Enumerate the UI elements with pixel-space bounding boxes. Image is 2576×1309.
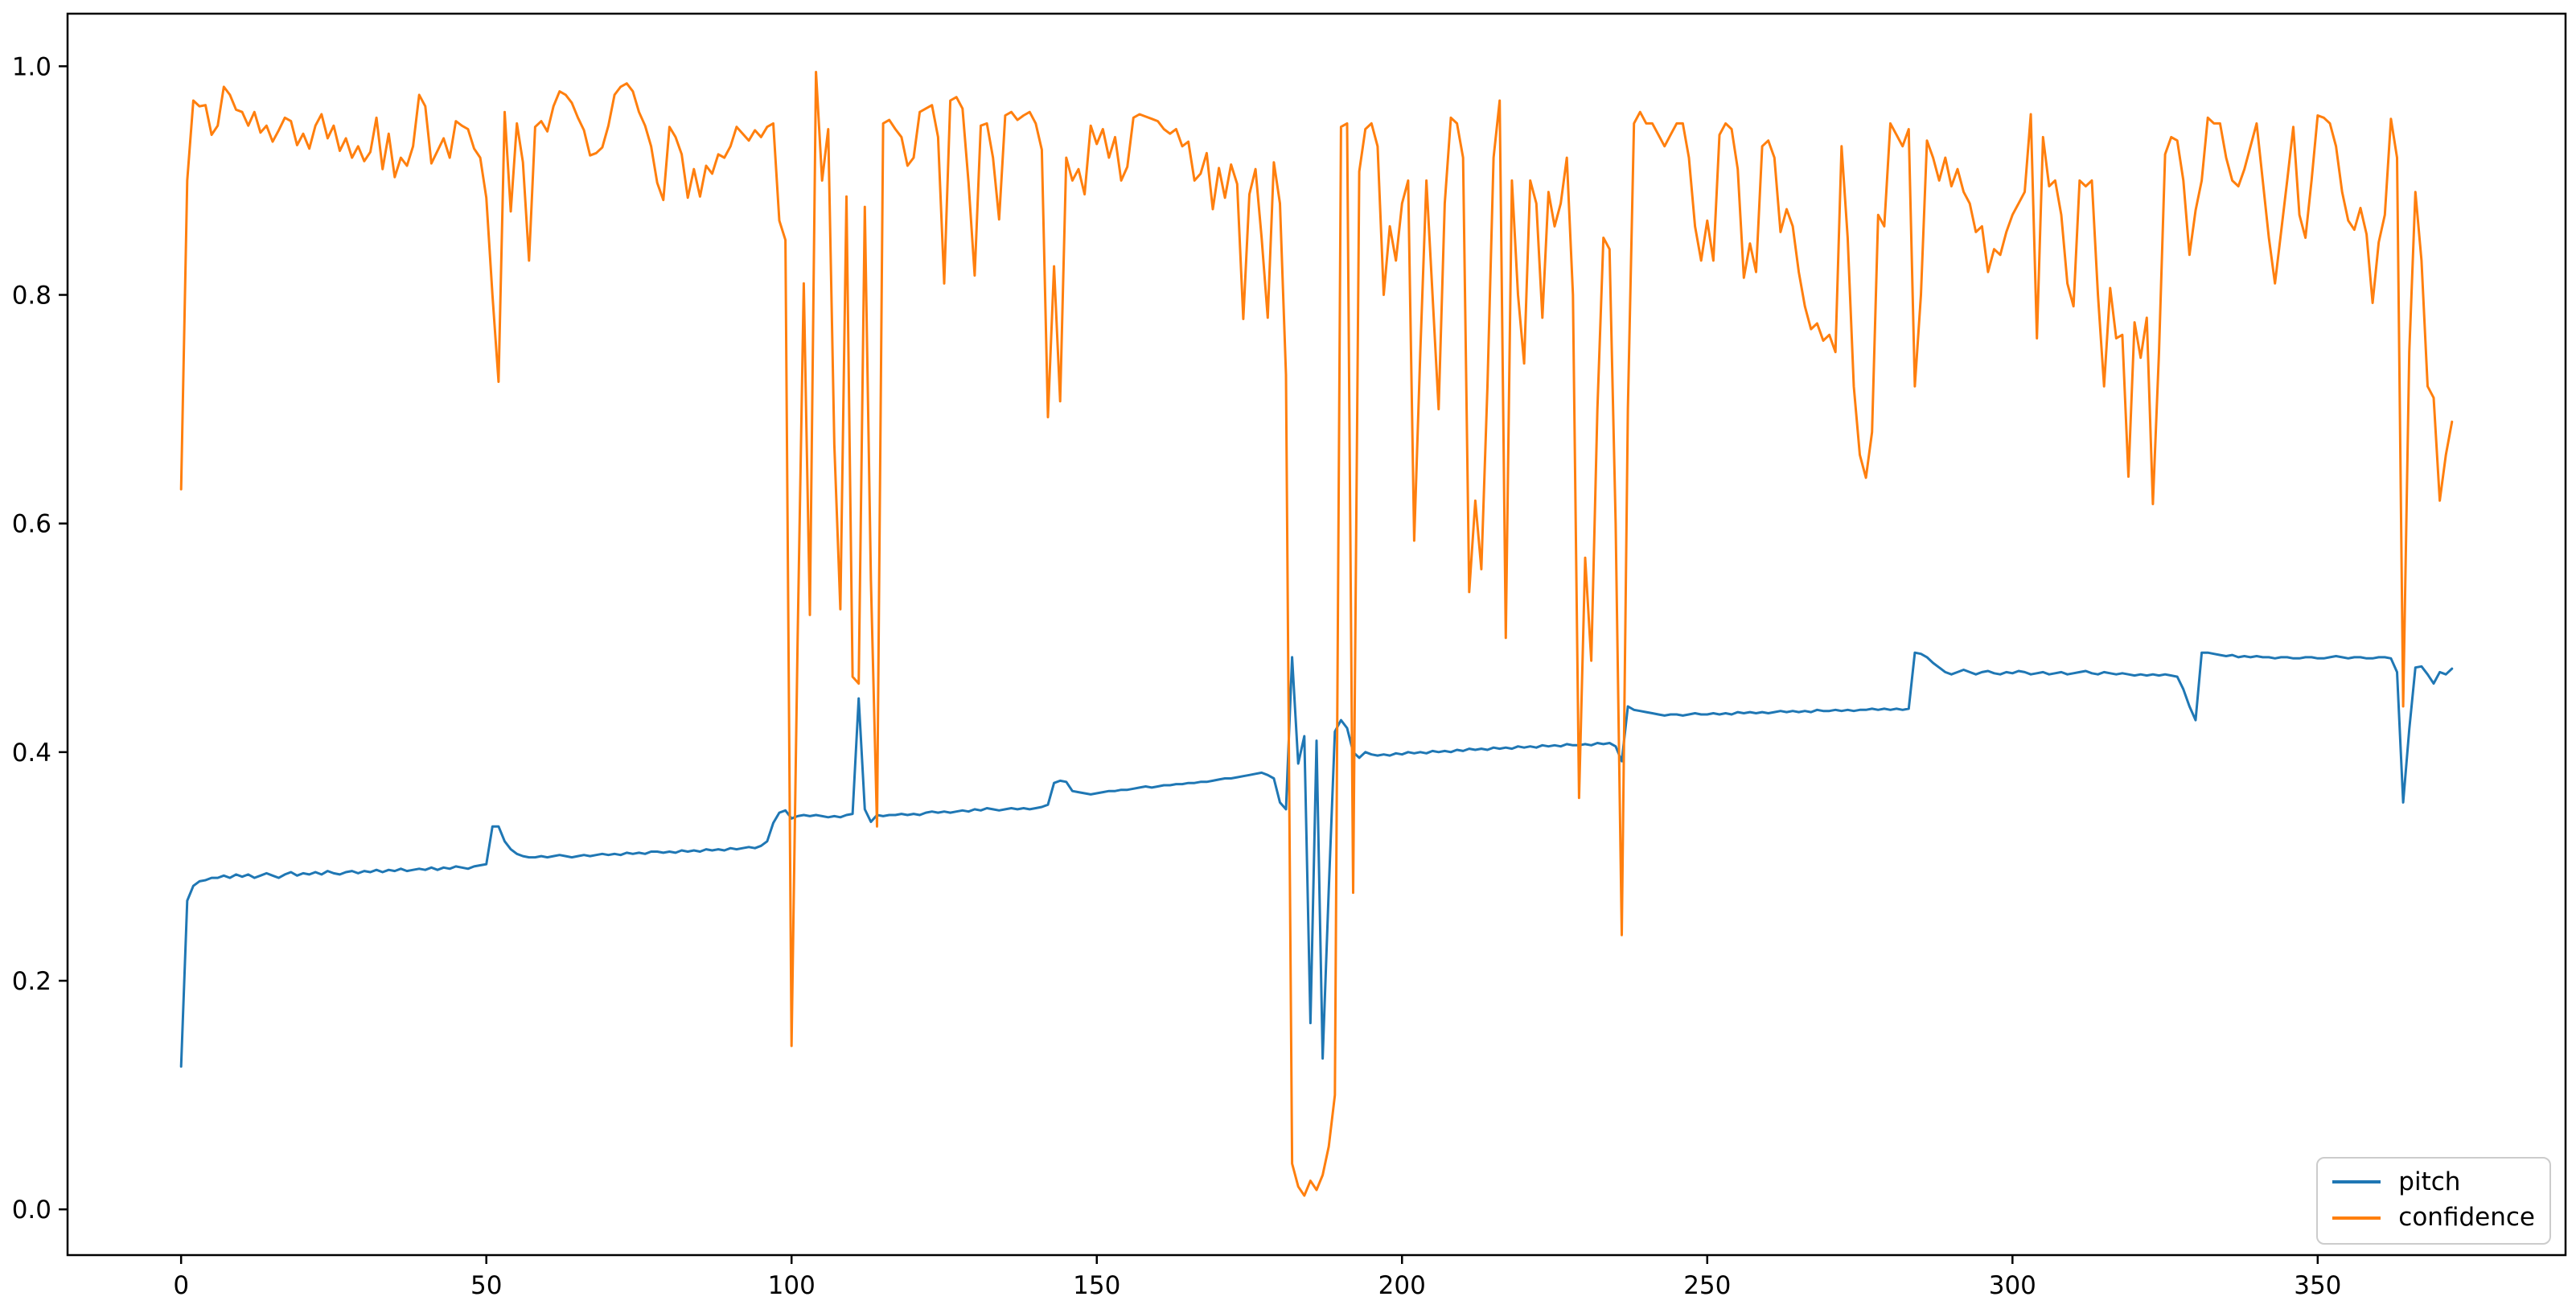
pitch-line-sample-icon — [2332, 1179, 2381, 1183]
x-tick-label: 150 — [1073, 1271, 1120, 1300]
series-pitch-line — [179, 651, 2454, 1068]
y-tick-label: 0.0 — [12, 1196, 51, 1225]
x-tick-label: 200 — [1378, 1271, 1426, 1300]
x-tick-label: 300 — [1989, 1271, 2036, 1300]
legend: pitch confidence — [2316, 1156, 2551, 1245]
series-confidence-line — [179, 71, 2454, 1197]
y-tick-label: 0.4 — [12, 739, 51, 768]
y-tick-label: 1.0 — [12, 52, 51, 81]
axes-frame — [66, 12, 2567, 1257]
x-tick-label: 50 — [470, 1271, 502, 1300]
x-tick-label: 350 — [2294, 1271, 2341, 1300]
legend-item-confidence: confidence — [2331, 1202, 2535, 1233]
x-tick-label: 250 — [1683, 1271, 1731, 1300]
y-tick-label: 0.6 — [12, 510, 51, 539]
x-tick-label: 100 — [768, 1271, 816, 1300]
y-tick-label: 0.8 — [12, 282, 51, 311]
legend-label-pitch: pitch — [2398, 1167, 2461, 1196]
legend-label-confidence: confidence — [2398, 1203, 2535, 1233]
legend-item-pitch: pitch — [2331, 1167, 2535, 1198]
confidence-line-sample-icon — [2332, 1216, 2381, 1220]
x-tick-label: 0 — [173, 1271, 189, 1300]
y-tick-label: 0.2 — [12, 967, 51, 996]
